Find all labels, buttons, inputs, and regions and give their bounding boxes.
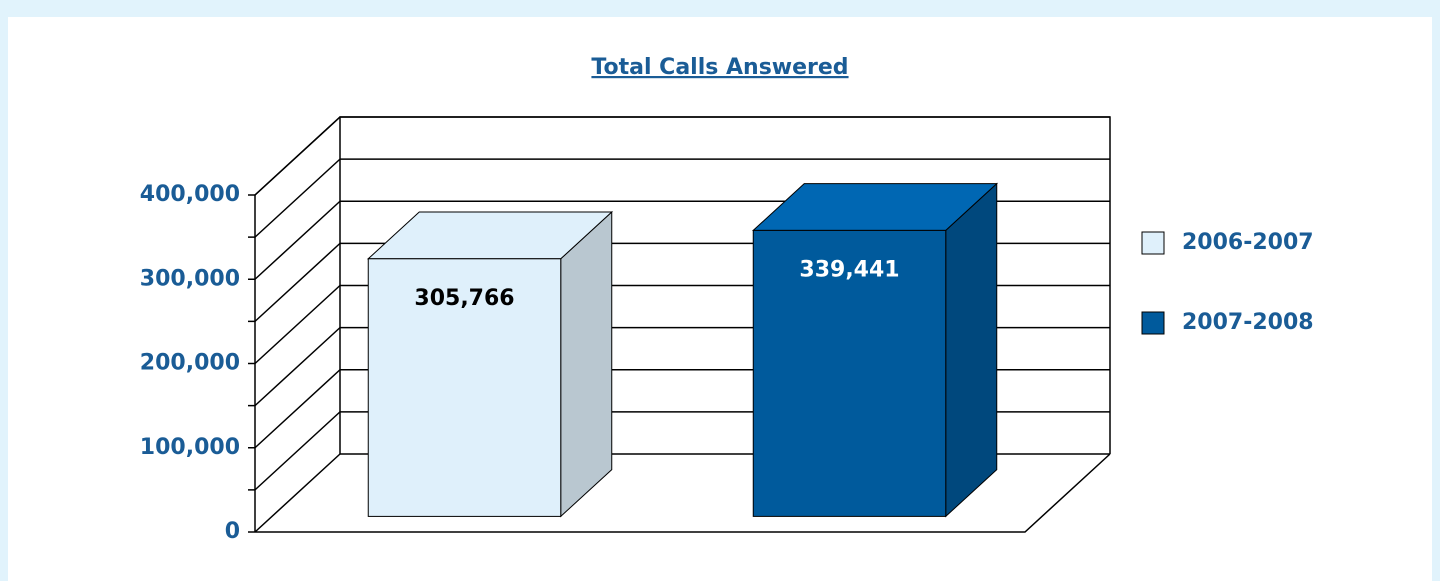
bar (367, 258, 562, 517)
value-label: 339,441 (799, 257, 899, 282)
grid-line (254, 453, 341, 533)
floor (255, 453, 1111, 533)
value-label: 305,766 (414, 286, 514, 311)
grid-line (254, 200, 341, 280)
bar-side (945, 182, 998, 518)
grid-line (254, 284, 341, 365)
y-tick-label: 300,000 (140, 266, 240, 291)
bar-side (560, 210, 613, 518)
chart-title: Total Calls Answered (591, 55, 848, 80)
grid-line (254, 369, 341, 449)
grid-line (254, 116, 341, 196)
minor-grid-line (254, 242, 341, 322)
minor-grid-line (254, 327, 341, 407)
legend-label: 2006-2007 (1182, 230, 1314, 255)
legend-label: 2007-2008 (1182, 310, 1314, 335)
minor-grid-line (254, 411, 341, 491)
y-tick-label: 100,000 (140, 435, 240, 460)
y-tick-label: 400,000 (140, 182, 240, 207)
bar (752, 229, 947, 517)
panel (8, 17, 1432, 581)
legend-swatch (1141, 231, 1165, 255)
minor-grid-line (254, 158, 341, 238)
legend-swatch (1141, 311, 1165, 335)
y-tick-label: 0 (225, 519, 240, 544)
y-tick-label: 200,000 (140, 351, 240, 376)
